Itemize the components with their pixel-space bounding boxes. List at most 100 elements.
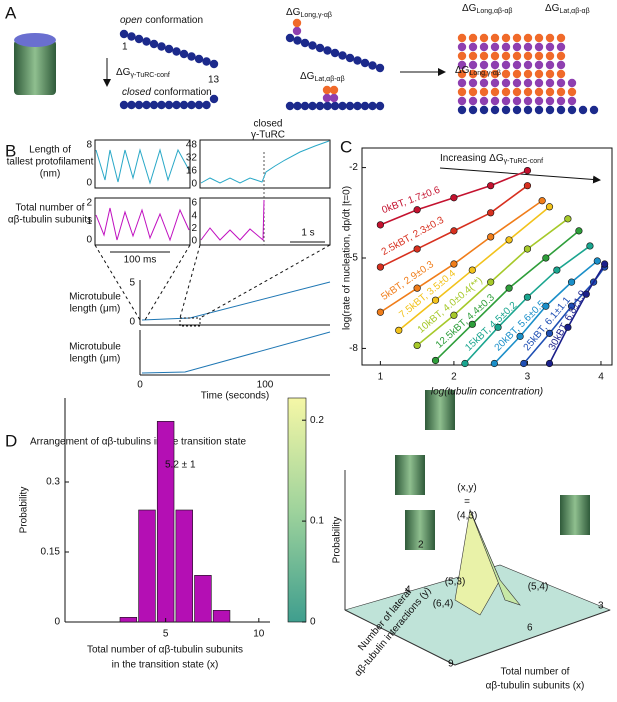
tubulin-bead <box>179 49 189 59</box>
tubulin-bead <box>338 101 347 111</box>
data-point <box>450 311 458 319</box>
x-tick-label: 5 <box>163 629 169 640</box>
tubulin-bead <box>534 69 544 79</box>
trace <box>95 207 190 242</box>
tubulin-bead <box>490 42 500 52</box>
tubulin-bead <box>523 60 533 70</box>
tubulin-bead <box>179 100 189 110</box>
label: open <box>120 15 143 26</box>
bar <box>194 575 212 623</box>
tubulin-bead <box>202 100 211 110</box>
label: conformation <box>145 15 203 26</box>
y-tick-label: -8 <box>349 343 358 354</box>
delta-g-label: ΔGLong,αβ-αβ <box>462 3 512 16</box>
tubulin-bead <box>479 69 489 79</box>
tubulin-bead <box>293 101 302 111</box>
tubulin-bead <box>375 101 385 111</box>
data-point <box>582 290 590 298</box>
label: (5,3) <box>445 577 466 588</box>
tubulin-bead <box>534 42 544 52</box>
tubulin-bead <box>556 33 566 43</box>
tubulin-bead <box>556 78 566 88</box>
label: (5,4) <box>528 582 549 593</box>
trace <box>200 199 265 242</box>
tubulin-bead <box>172 47 181 56</box>
tubulin-bead <box>479 60 489 70</box>
tubulin-bead <box>556 60 566 70</box>
tubulin-bead <box>468 33 478 43</box>
label: tallest protofilament <box>7 157 94 168</box>
label: 1 s <box>301 228 314 239</box>
tubulin-bead <box>345 101 355 111</box>
tubulin-bead <box>545 87 555 97</box>
data-point <box>523 167 532 175</box>
tubulin-bead <box>501 105 511 115</box>
tubulin-bead <box>545 42 555 52</box>
tubulin-bead <box>567 87 577 97</box>
tubulin-bead <box>512 33 522 43</box>
tick-label: 0 <box>86 178 92 189</box>
panel-title: Arrangement of αβ-tubulins in the transi… <box>30 437 247 448</box>
tubulin-bead <box>567 96 577 106</box>
data-point <box>450 227 458 235</box>
y-axis-label: Probability <box>19 487 30 534</box>
x-tick-label: 1 <box>378 372 384 383</box>
tubulin-bead <box>308 101 317 111</box>
label: Time (seconds) <box>201 391 270 402</box>
tubulin-bead <box>338 51 347 60</box>
gamma-turc-icon <box>14 40 56 95</box>
tubulin-bead <box>534 105 544 115</box>
tubulin-bead <box>523 105 533 115</box>
tubulin-bead <box>360 101 370 111</box>
data-point <box>545 203 554 211</box>
data-point <box>376 263 384 271</box>
tubulin-bead <box>368 61 377 70</box>
delta-g-sub: Long,γ-αβ <box>300 12 331 19</box>
tubulin-bead <box>322 93 332 103</box>
tubulin-bead <box>202 57 211 66</box>
y-axis-label: log(rate of nucleation, dp/dt |t=0) <box>342 186 353 330</box>
label: (nm) <box>40 169 61 180</box>
tubulin-bead <box>523 87 533 97</box>
delta-g: ΔG <box>300 71 315 82</box>
tubulin-bead <box>360 58 370 68</box>
data-point <box>461 359 469 368</box>
colorbar-tick-label: 0.2 <box>310 415 324 426</box>
trace-box <box>94 139 191 189</box>
tubulin-bead <box>545 96 555 106</box>
y-tick-label: 0.15 <box>41 547 61 558</box>
y-tick-label: 0 <box>54 617 60 628</box>
tubulin-bead <box>315 101 325 111</box>
y-tick-label: -5 <box>349 253 358 264</box>
series-line <box>548 263 606 364</box>
tubulin-bead <box>490 51 500 61</box>
tubulin-bead <box>345 53 355 63</box>
tubulin-bead <box>512 51 522 61</box>
tubulin-bead <box>187 100 196 110</box>
tubulin-bead <box>556 42 566 52</box>
label: in the transition state (x) <box>112 660 219 671</box>
trace-box <box>199 197 331 246</box>
tubulin-bead <box>468 87 478 97</box>
tubulin-bead <box>512 78 522 88</box>
tubulin-bead <box>127 100 136 110</box>
label: length (μm) <box>70 304 121 315</box>
trace-box <box>94 197 191 246</box>
tick-label: 9 <box>448 659 454 670</box>
bar <box>138 509 156 623</box>
tubulin-bead <box>523 96 533 106</box>
data-point <box>593 257 601 265</box>
tubulin-bead <box>523 69 533 79</box>
tick-label: 0 <box>86 235 92 246</box>
delta-g-label: ΔGLong,γ-αβ <box>455 65 501 78</box>
tubulin-bead <box>149 39 159 49</box>
tubulin-bead <box>534 33 544 43</box>
x-tick-label: 10 <box>253 629 265 640</box>
tubulin-bead <box>330 48 340 58</box>
delta-g-sub: Lat,αβ-αβ <box>559 8 589 15</box>
tick-label: 48 <box>186 140 198 151</box>
data-point <box>468 320 476 328</box>
tubulin-bead <box>490 105 500 115</box>
axis <box>344 609 456 666</box>
tubulin-bead <box>164 100 174 110</box>
